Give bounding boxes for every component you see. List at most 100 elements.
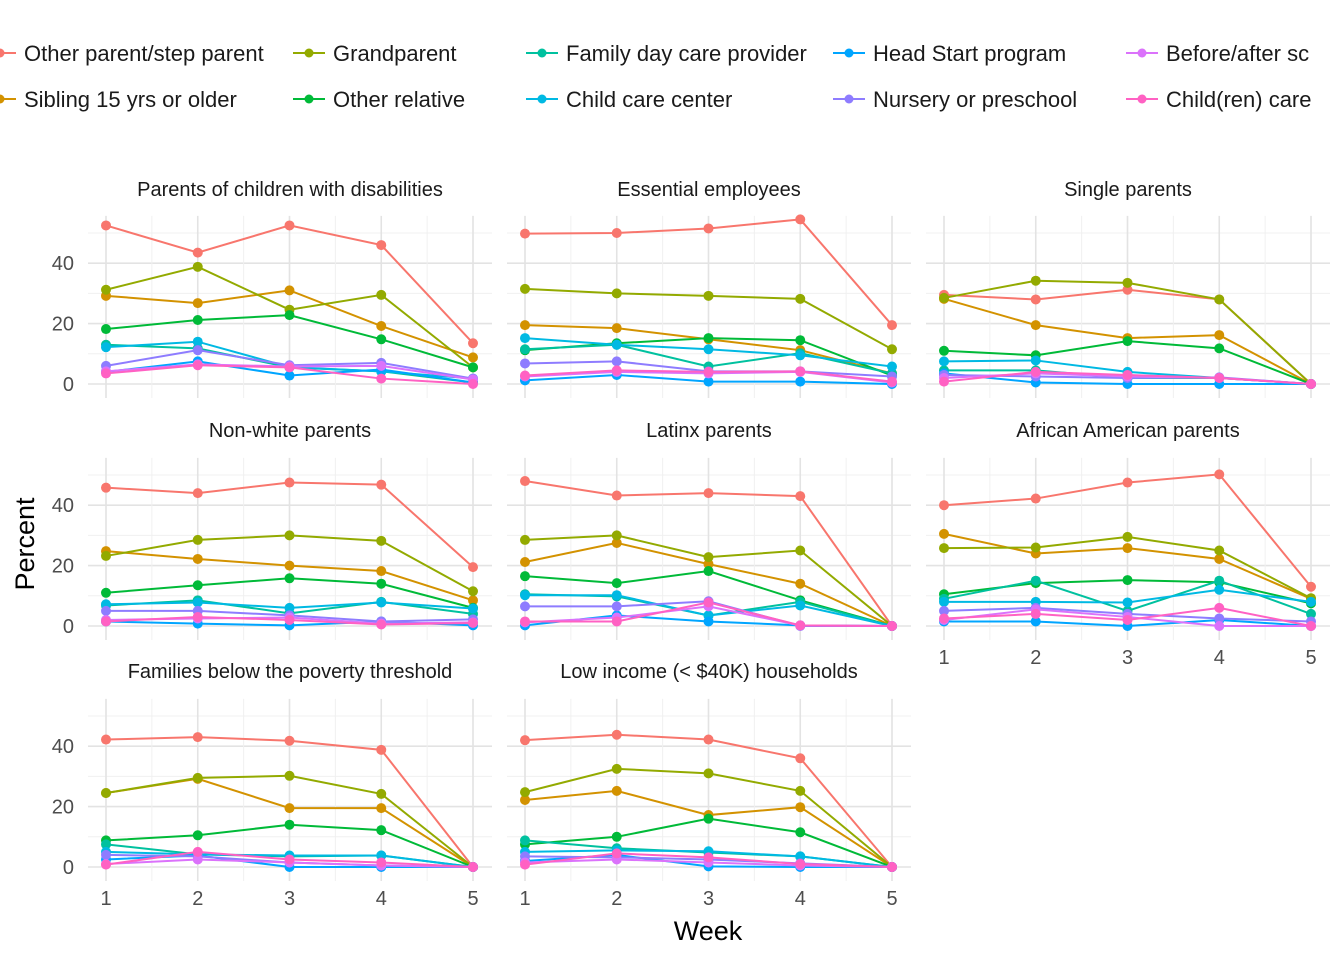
- data-point: [939, 528, 949, 539]
- data-point: [887, 862, 897, 872]
- data-point: [192, 830, 203, 841]
- series: [520, 333, 897, 372]
- facet-panel: Parents of children with disabilities 0 20…: [52, 179, 492, 398]
- data-point: [703, 768, 714, 779]
- data-point: [284, 573, 295, 584]
- legend-label: Nursery or preschool: [873, 87, 1077, 112]
- data-point: [468, 617, 478, 628]
- data-point: [1030, 366, 1041, 377]
- data-point: [284, 560, 295, 571]
- data-point: [703, 333, 714, 344]
- legend-item: Head Start program: [833, 41, 1066, 66]
- legend-item: Grandparent: [293, 41, 457, 66]
- data-point: [1214, 602, 1225, 613]
- data-point: [192, 597, 203, 608]
- data-point: [703, 344, 714, 355]
- legend-label: Grandparent: [333, 41, 457, 66]
- data-point: [376, 850, 387, 861]
- data-point: [468, 862, 478, 872]
- data-point: [703, 852, 714, 863]
- data-point: [703, 566, 714, 577]
- data-point: [1122, 284, 1133, 295]
- legend-key-point: [0, 48, 5, 58]
- data-point: [611, 831, 622, 842]
- panel-title: Single parents: [1064, 179, 1192, 201]
- data-point: [101, 550, 111, 561]
- data-point: [939, 613, 949, 624]
- data-point: [611, 785, 622, 796]
- data-point: [376, 744, 387, 755]
- data-point: [795, 753, 806, 764]
- data-point: [101, 220, 111, 231]
- data-point: [101, 788, 111, 799]
- data-point: [1214, 330, 1225, 341]
- legend-label: Head Start program: [873, 41, 1066, 66]
- data-point: [1214, 372, 1225, 383]
- legend-label: Before/after sc: [1166, 41, 1309, 66]
- data-point: [611, 590, 622, 601]
- data-point: [101, 605, 111, 616]
- x-tick-label: 1: [100, 888, 111, 910]
- series: [101, 770, 478, 872]
- y-tick-label: 20: [52, 314, 74, 336]
- legend-label: Child care center: [566, 87, 732, 112]
- data-point: [192, 580, 203, 591]
- data-point: [520, 601, 530, 612]
- data-point: [939, 356, 949, 367]
- legend-key-point: [1137, 94, 1147, 104]
- x-tick-label: 3: [1122, 647, 1133, 669]
- legend-item: Child(ren) care: [1126, 87, 1312, 112]
- data-point: [192, 611, 203, 622]
- facet-panel: Low income (< $40K) households 1 2 3 4 5: [507, 661, 911, 910]
- data-point: [192, 336, 203, 347]
- data-point: [376, 825, 387, 836]
- data-point: [1030, 355, 1041, 366]
- data-point: [703, 734, 714, 745]
- data-point: [520, 835, 530, 846]
- series: [939, 469, 1316, 592]
- x-tick-label: 3: [284, 888, 295, 910]
- data-point: [887, 376, 897, 387]
- legend-key-point: [0, 94, 5, 104]
- data-point: [520, 534, 530, 545]
- data-point: [939, 345, 949, 356]
- data-point: [1306, 379, 1316, 389]
- data-point: [703, 488, 714, 499]
- data-point: [192, 772, 203, 783]
- facet-panel: Latinx parents: [507, 420, 911, 640]
- data-point: [520, 859, 530, 870]
- data-point: [101, 849, 111, 860]
- legend-label: Family day care provider: [566, 41, 807, 66]
- data-point: [376, 334, 387, 345]
- data-point: [1214, 575, 1225, 586]
- data-point: [284, 770, 295, 781]
- data-point: [703, 552, 714, 563]
- series: [939, 366, 1316, 389]
- y-tick-label: 40: [52, 495, 74, 517]
- series: [101, 546, 478, 606]
- data-point: [887, 320, 897, 331]
- data-point: [611, 616, 622, 627]
- series: [520, 848, 897, 872]
- facet-panel: Essential employees: [507, 179, 911, 398]
- data-point: [520, 358, 530, 369]
- data-point: [939, 605, 949, 616]
- data-point: [611, 530, 622, 541]
- data-point: [468, 595, 478, 606]
- series: [101, 611, 478, 630]
- data-point: [101, 587, 111, 598]
- data-point: [1030, 493, 1041, 504]
- data-point: [520, 590, 530, 601]
- series: [101, 530, 478, 597]
- data-point: [284, 530, 295, 541]
- data-point: [703, 597, 714, 608]
- series: [520, 530, 897, 631]
- data-point: [520, 571, 530, 582]
- data-point: [101, 859, 111, 870]
- data-point: [795, 578, 806, 589]
- data-point: [1214, 469, 1225, 480]
- x-tick-label: 5: [1305, 647, 1316, 669]
- data-point: [284, 477, 295, 488]
- data-point: [611, 763, 622, 774]
- data-point: [1122, 369, 1133, 380]
